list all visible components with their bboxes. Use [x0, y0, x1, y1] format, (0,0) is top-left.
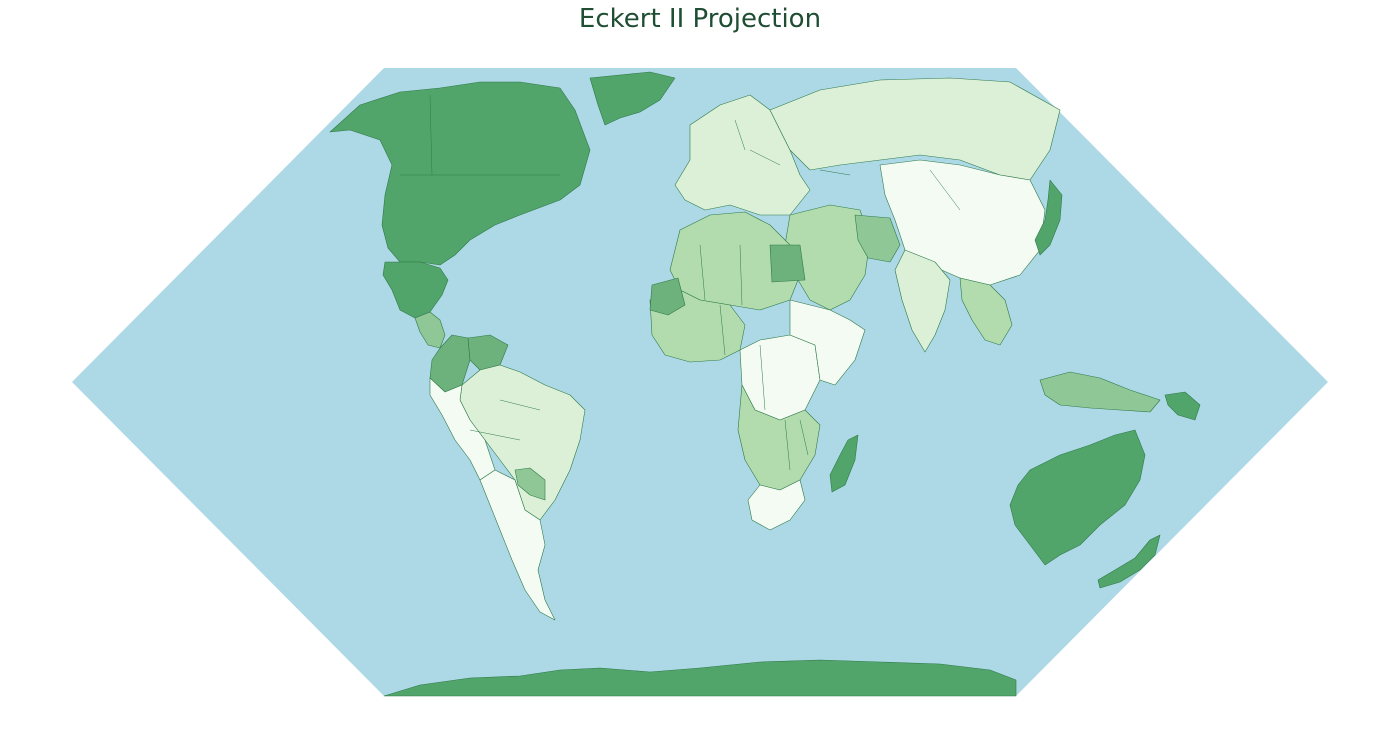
- region-iran: [854, 214, 901, 263]
- region-north-america: [329, 81, 591, 266]
- region-southern-africa: [737, 384, 821, 491]
- region-japan: [1034, 179, 1063, 256]
- region-paraguay: [514, 467, 546, 501]
- region-south-africa: [747, 479, 806, 531]
- region-india: [894, 249, 951, 353]
- region-greenland: [589, 71, 676, 126]
- region-indonesia: [1039, 371, 1161, 413]
- region-antarctica: [383, 659, 1017, 697]
- land-layer: [329, 71, 1201, 697]
- region-southern-cone: [479, 469, 556, 621]
- map-title: Eckert II Projection: [578, 4, 822, 34]
- region-madagascar: [829, 434, 859, 493]
- region-new-zealand: [1097, 534, 1161, 589]
- region-papua-new-guinea: [1164, 391, 1201, 421]
- border-lines: [400, 94, 961, 471]
- region-australia: [1009, 429, 1146, 566]
- region-mauritania: [649, 277, 686, 316]
- region-southeast-asia: [959, 277, 1013, 346]
- region-east-africa: [789, 299, 866, 386]
- region-china: [879, 159, 1046, 286]
- region-egypt: [769, 244, 806, 283]
- region-central-america: [414, 311, 446, 349]
